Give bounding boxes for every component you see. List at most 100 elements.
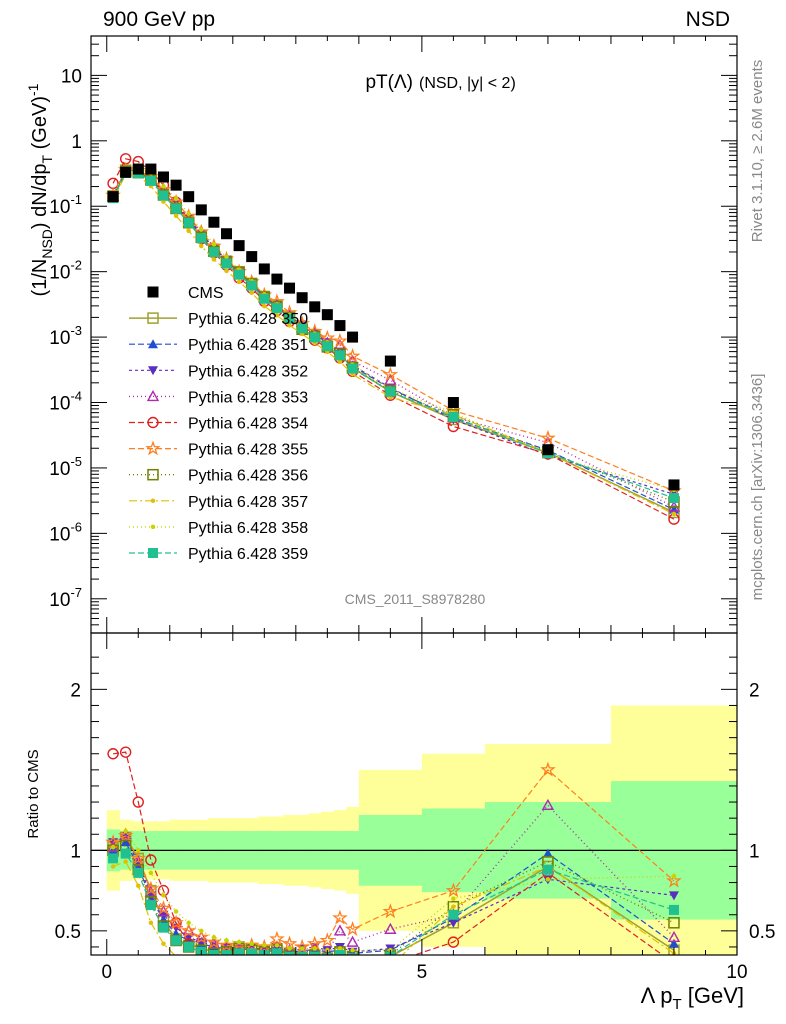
main-point [145, 175, 156, 186]
svg-text:(1/NNSD) dN/dpT (GeV)-1: (1/NNSD) dN/dpT (GeV)-1 [25, 83, 55, 296]
ratio-point [107, 748, 119, 760]
ratio-point [540, 761, 556, 777]
cms-point [233, 240, 245, 252]
ratio-point [384, 922, 397, 934]
legend-entry: Pythia 6.428 358 [129, 520, 308, 537]
legend-label: Pythia 6.428 357 [188, 494, 308, 511]
main-series-cms [107, 163, 680, 491]
main-point [344, 348, 361, 363]
legend-entry: Pythia 6.428 353 [129, 389, 308, 406]
ratio-point [262, 966, 267, 971]
main-point [199, 243, 204, 249]
ratio-point [545, 877, 551, 882]
main-series-line [112, 168, 675, 491]
ratio-point [262, 943, 267, 948]
main-point [448, 412, 459, 423]
ratio-point [337, 946, 343, 951]
main-point [246, 280, 257, 291]
ratio-point [195, 930, 208, 942]
legend-entry: Pythia 6.428 359 [129, 546, 308, 563]
ratio-point [180, 922, 197, 938]
legend-entry: CMS [147, 285, 224, 302]
main-point [337, 359, 343, 364]
ratio-point [284, 951, 295, 955]
ratio-point [275, 964, 280, 969]
cms-point [334, 320, 346, 332]
main-series-line [112, 173, 675, 515]
legend-marker [145, 440, 161, 456]
ratio-point [667, 930, 681, 942]
legend-label: Pythia 6.428 350 [188, 311, 308, 328]
legend-entry: Pythia 6.428 351 [129, 337, 308, 354]
ratio-point [120, 848, 131, 859]
ratio-point [310, 956, 320, 966]
ratio-point [344, 921, 361, 936]
collision-label: 900 GeV pp [103, 8, 215, 31]
ratio-point [211, 935, 217, 940]
main-point [221, 258, 232, 269]
ratio-point [332, 909, 348, 925]
ratio-point [110, 844, 116, 850]
ratio-point [447, 936, 460, 948]
cms-point [321, 309, 333, 321]
main-point [284, 313, 295, 324]
ratio-point [334, 950, 345, 955]
ratio-series-355 [105, 761, 682, 954]
cms-point [145, 163, 157, 175]
legend-entry: Pythia 6.428 354 [129, 416, 308, 433]
main-point [297, 323, 308, 334]
ratio-point [158, 922, 169, 933]
plot-subtitle: (NSD, |y| < 2) [419, 75, 516, 92]
ratio-point [148, 870, 154, 876]
ratio-point [145, 854, 157, 866]
main-point [347, 363, 358, 374]
ratio-point [309, 951, 320, 955]
y-tick-label: 10-3 [49, 323, 82, 349]
main-point [158, 190, 169, 201]
ratio-point [108, 853, 119, 864]
cms-point [447, 397, 459, 409]
legend-label: Pythia 6.428 358 [188, 520, 308, 537]
main-series-line [112, 172, 675, 499]
main-point [671, 511, 677, 517]
ratio-point [208, 950, 219, 955]
ratio-point [199, 928, 204, 934]
ratio-point [171, 935, 182, 946]
legend-label: Pythia 6.428 356 [188, 468, 308, 485]
legend-label: Pythia 6.428 354 [188, 416, 308, 433]
ratio-point [348, 958, 358, 968]
ratio-point [668, 938, 679, 948]
legend-marker [150, 524, 156, 530]
x-tick-label: 10 [726, 962, 747, 983]
ratio-point [123, 828, 128, 834]
legend-marker [148, 366, 158, 376]
ratio-point [155, 900, 172, 916]
legend: CMS Pythia 6.428 350 Pythia 6.428 351 Pythi… [129, 285, 308, 563]
main-point [183, 217, 194, 228]
ratio-point [333, 924, 347, 936]
cms-point [132, 163, 144, 175]
cms-point [542, 444, 554, 456]
main-series-line [112, 169, 675, 495]
main-point [334, 350, 345, 361]
ratio-y-tick-label-right: 2 [749, 680, 760, 701]
ratio-point [236, 954, 243, 955]
main-point [196, 233, 207, 244]
y-tick-label: 10-2 [49, 258, 82, 284]
main-point [224, 254, 229, 260]
cms-point [384, 355, 396, 367]
main-point [186, 228, 191, 234]
ratio-point [271, 948, 282, 955]
main-point [249, 290, 254, 296]
legend-marker [147, 286, 159, 298]
ratio-point [322, 956, 332, 966]
y-tick-label: 10-4 [49, 389, 82, 415]
ratio-point [668, 891, 679, 901]
ratio-point [668, 917, 680, 929]
legend-label: Pythia 6.428 353 [188, 389, 308, 406]
ratio-point [542, 864, 553, 875]
ratio-point [448, 909, 459, 920]
main-point [199, 227, 204, 232]
ratio-point [193, 929, 210, 944]
